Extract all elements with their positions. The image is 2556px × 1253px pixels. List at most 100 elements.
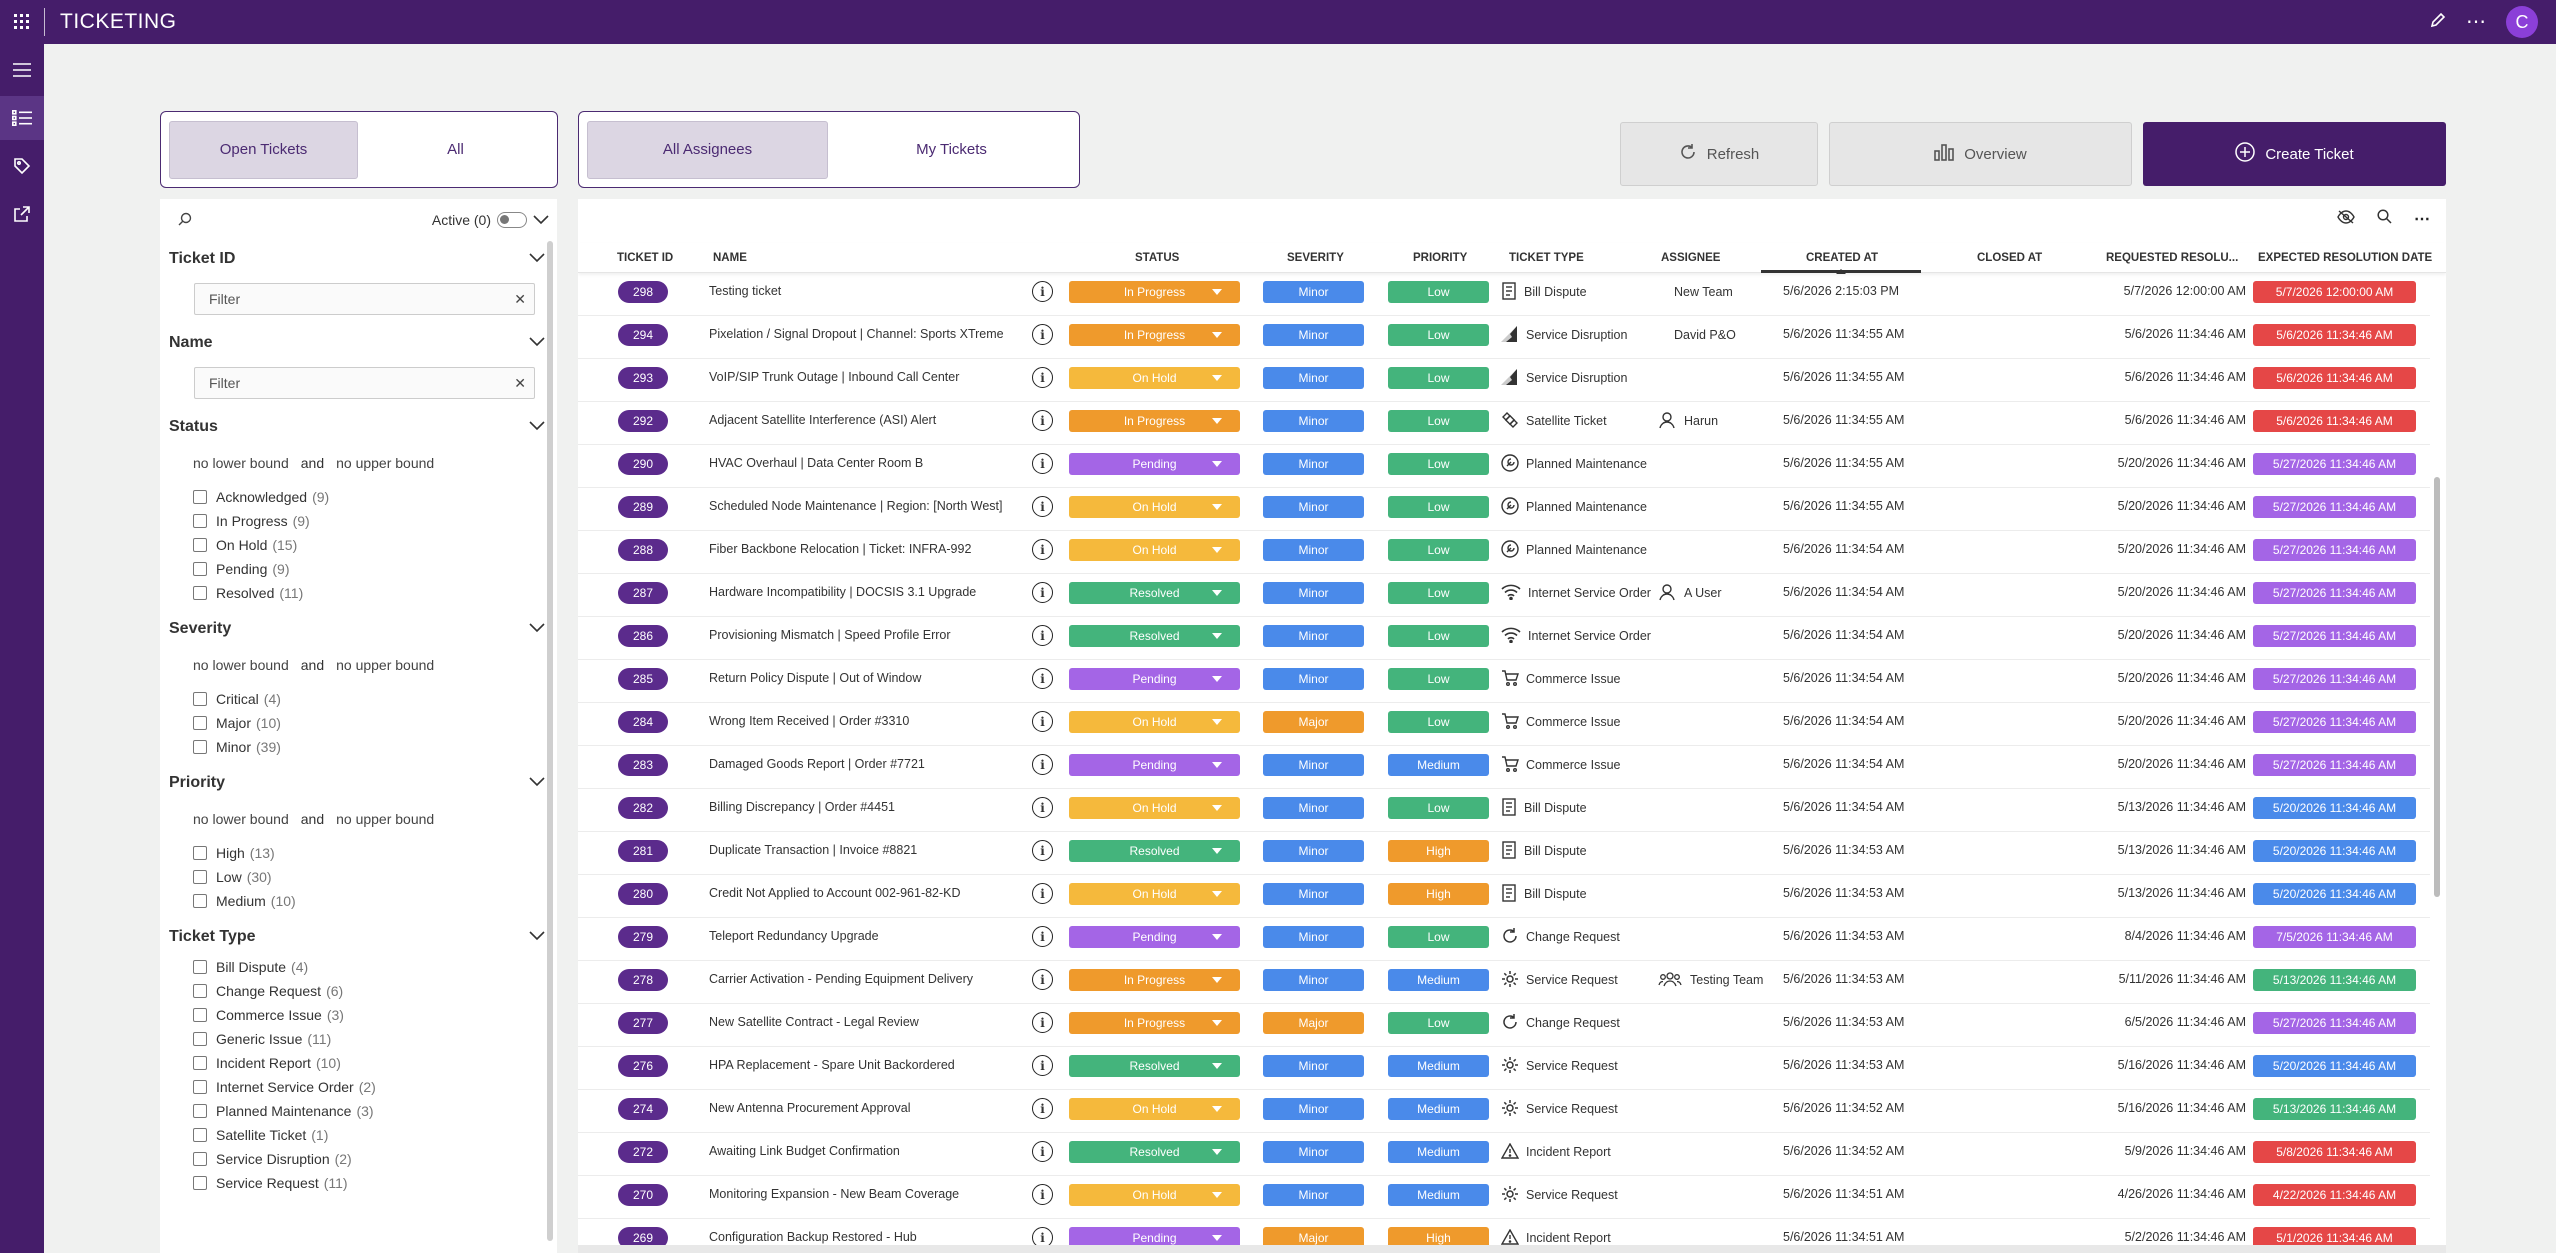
- status-option[interactable]: In Progress (9): [169, 509, 545, 533]
- checkbox[interactable]: [193, 1008, 207, 1022]
- col-created-at[interactable]: CREATED AT: [1806, 252, 1878, 264]
- chevron-down-icon[interactable]: [529, 774, 545, 792]
- table-row[interactable]: 292 Adjacent Satellite Interference (ASI)…: [578, 402, 2430, 445]
- checkbox[interactable]: [193, 1152, 207, 1166]
- ticket-id-badge[interactable]: 287: [618, 582, 668, 604]
- status-dropdown[interactable]: Pending: [1069, 1227, 1240, 1249]
- lower-bound[interactable]: no lower bound: [193, 811, 289, 827]
- ticket-id-badge[interactable]: 294: [618, 324, 668, 346]
- priority-option[interactable]: High (13): [169, 841, 545, 865]
- status-dropdown[interactable]: In Progress: [1069, 324, 1240, 346]
- col-ticket-type[interactable]: TICKET TYPE: [1509, 252, 1584, 264]
- checkbox[interactable]: [193, 1080, 207, 1094]
- chevron-down-icon[interactable]: [529, 928, 545, 946]
- upper-bound[interactable]: no upper bound: [336, 657, 435, 673]
- status-range[interactable]: no lower bound and no upper bound: [169, 445, 545, 485]
- checkbox[interactable]: [193, 960, 207, 974]
- checkbox[interactable]: [193, 692, 207, 706]
- table-row[interactable]: 298 Testing ticket i In Progress Minor Low Bil…: [578, 273, 2430, 316]
- more-options-icon[interactable]: ⋯: [2466, 11, 2486, 33]
- info-icon[interactable]: i: [1032, 582, 1053, 603]
- status-dropdown[interactable]: In Progress: [1069, 969, 1240, 991]
- ticket-id-badge[interactable]: 276: [618, 1055, 668, 1077]
- status-dropdown[interactable]: On Hold: [1069, 367, 1240, 389]
- status-dropdown[interactable]: Resolved: [1069, 582, 1240, 604]
- upper-bound[interactable]: no upper bound: [336, 811, 435, 827]
- ticket-name[interactable]: Awaiting Link Budget Confirmation: [709, 1144, 900, 1158]
- ticket-type-option[interactable]: Commerce Issue (3): [169, 1003, 545, 1027]
- table-row[interactable]: 293 VoIP/SIP Trunk Outage | Inbound Call …: [578, 359, 2430, 402]
- search-icon[interactable]: [178, 212, 192, 229]
- ticket-name[interactable]: Monitoring Expansion - New Beam Coverage: [709, 1187, 960, 1201]
- priority-option[interactable]: Low (30): [169, 865, 545, 889]
- col-requested-resolution[interactable]: REQUESTED RESOLU...: [2106, 252, 2239, 264]
- checkbox[interactable]: [193, 562, 207, 576]
- ticket-type-option[interactable]: Satellite Ticket (1): [169, 1123, 545, 1147]
- chevron-down-icon[interactable]: [529, 418, 545, 436]
- ticket-id-badge[interactable]: 293: [618, 367, 668, 389]
- lower-bound[interactable]: no lower bound: [193, 455, 289, 471]
- status-dropdown[interactable]: Resolved: [1069, 625, 1240, 647]
- ticket-name[interactable]: Damaged Goods Report | Order #7721: [709, 757, 925, 771]
- checkbox[interactable]: [193, 586, 207, 600]
- info-icon[interactable]: i: [1032, 1141, 1053, 1162]
- overview-button[interactable]: Overview: [1829, 122, 2132, 186]
- ticket-name[interactable]: Fiber Backbone Relocation | Ticket: INFR…: [709, 542, 972, 556]
- grid-horizontal-scrollbar[interactable]: [578, 1245, 2446, 1253]
- status-option[interactable]: Resolved (11): [169, 581, 545, 605]
- user-avatar[interactable]: C: [2506, 6, 2538, 38]
- info-icon[interactable]: i: [1032, 1055, 1053, 1076]
- ticket-name[interactable]: HVAC Overhaul | Data Center Room B: [709, 456, 924, 470]
- info-icon[interactable]: i: [1032, 324, 1053, 345]
- info-icon[interactable]: i: [1032, 797, 1053, 818]
- ticket-id-badge[interactable]: 274: [618, 1098, 668, 1120]
- table-row[interactable]: 287 Hardware Incompatibility | DOCSIS 3.1…: [578, 574, 2430, 617]
- checkbox[interactable]: [193, 1104, 207, 1118]
- chevron-down-icon[interactable]: [529, 334, 545, 352]
- col-name[interactable]: NAME: [713, 252, 747, 264]
- ticket-id-badge[interactable]: 292: [618, 410, 668, 432]
- status-dropdown[interactable]: Pending: [1069, 453, 1240, 475]
- assignee-cell[interactable]: Harun: [1658, 410, 1718, 432]
- table-row[interactable]: 282 Billing Discrepancy | Order #4451 i On …: [578, 789, 2430, 832]
- table-row[interactable]: 277 New Satellite Contract - Legal Review…: [578, 1004, 2430, 1047]
- info-icon[interactable]: i: [1032, 539, 1053, 560]
- app-launcher-icon[interactable]: [0, 0, 44, 44]
- status-dropdown[interactable]: Pending: [1069, 668, 1240, 690]
- status-option[interactable]: Acknowledged (9): [169, 485, 545, 509]
- ticket-id-badge[interactable]: 272: [618, 1141, 668, 1163]
- severity-option[interactable]: Critical (4): [169, 687, 545, 711]
- ticket-name[interactable]: Carrier Activation - Pending Equipment D…: [709, 972, 974, 986]
- all-assignees-option[interactable]: All Assignees: [587, 120, 828, 179]
- ticket-type-option[interactable]: Generic Issue (11): [169, 1027, 545, 1051]
- table-row[interactable]: 288 Fiber Backbone Relocation | Ticket: I…: [578, 531, 2430, 574]
- open-tickets-option[interactable]: Open Tickets: [169, 120, 358, 179]
- ticket-name[interactable]: Adjacent Satellite Interference (ASI) Al…: [709, 413, 937, 427]
- table-row[interactable]: 279 Teleport Redundancy Upgrade i Pending Mi…: [578, 918, 2430, 961]
- severity-option[interactable]: Minor (39): [169, 735, 545, 759]
- ticket-list-icon[interactable]: [0, 96, 44, 140]
- ticket-name[interactable]: Hardware Incompatibility | DOCSIS 3.1 Up…: [709, 585, 977, 599]
- table-row[interactable]: 285 Return Policy Dispute | Out of Window…: [578, 660, 2430, 703]
- ticket-id-badge[interactable]: 290: [618, 453, 668, 475]
- ticket-id-badge[interactable]: 282: [618, 797, 668, 819]
- table-row[interactable]: 283 Damaged Goods Report | Order #7721 i Pe…: [578, 746, 2430, 789]
- edit-pencil-icon[interactable]: [2430, 12, 2446, 33]
- status-dropdown[interactable]: Pending: [1069, 754, 1240, 776]
- ticket-id-badge[interactable]: 280: [618, 883, 668, 905]
- filter-scrollbar[interactable]: [547, 241, 553, 1241]
- table-row[interactable]: 272 Awaiting Link Budget Confirmation i Res…: [578, 1133, 2430, 1176]
- ticket-name[interactable]: Pixelation / Signal Dropout | Channel: S…: [709, 327, 1004, 341]
- status-dropdown[interactable]: On Hold: [1069, 1184, 1240, 1206]
- severity-range[interactable]: no lower bound and no upper bound: [169, 647, 545, 687]
- ticket-name[interactable]: Return Policy Dispute | Out of Window: [709, 671, 922, 685]
- assignee-cell[interactable]: David P&O: [1674, 324, 1736, 346]
- status-dropdown[interactable]: On Hold: [1069, 797, 1240, 819]
- status-dropdown[interactable]: On Hold: [1069, 539, 1240, 561]
- checkbox[interactable]: [193, 846, 207, 860]
- grid-more-icon[interactable]: ⋯: [2414, 211, 2430, 228]
- all-tickets-option[interactable]: All: [447, 141, 464, 158]
- ticket-name[interactable]: Configuration Backup Restored - Hub: [709, 1230, 917, 1244]
- table-row[interactable]: 280 Credit Not Applied to Account 002-961…: [578, 875, 2430, 918]
- table-row[interactable]: 281 Duplicate Transaction | Invoice #8821…: [578, 832, 2430, 875]
